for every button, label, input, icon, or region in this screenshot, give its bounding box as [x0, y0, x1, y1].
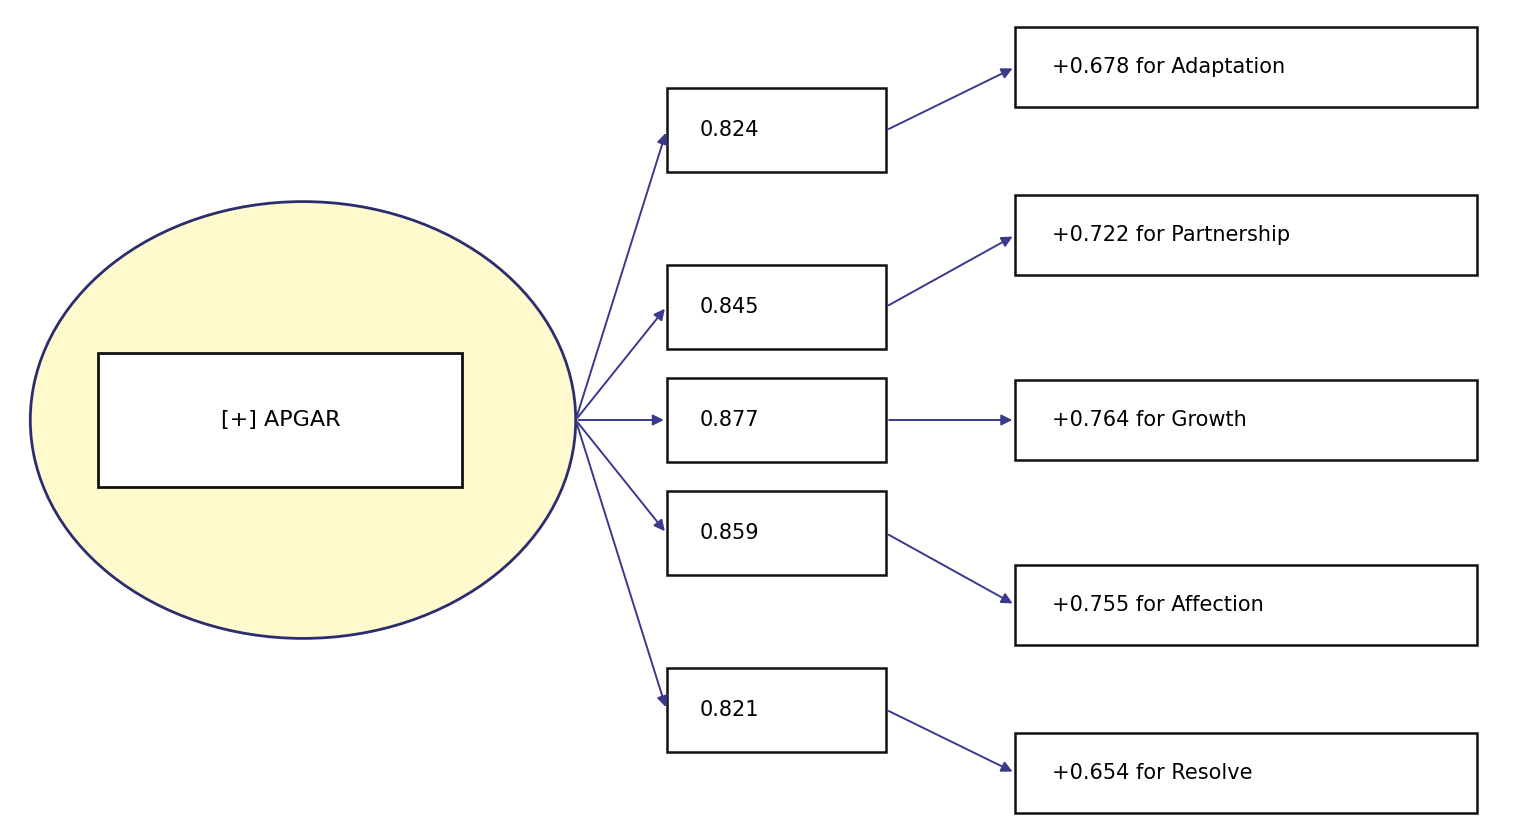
Text: +0.764 for Growth: +0.764 for Growth	[1051, 410, 1247, 430]
Text: 0.845: 0.845	[700, 297, 759, 317]
Bar	[667, 265, 886, 349]
Bar	[1015, 380, 1477, 459]
Text: +0.755 for Affection: +0.755 for Affection	[1051, 595, 1264, 615]
Text: 0.821: 0.821	[700, 700, 759, 720]
Text: 0.859: 0.859	[700, 523, 759, 543]
Bar	[667, 88, 886, 172]
Bar	[667, 491, 886, 575]
Text: 0.824: 0.824	[700, 120, 759, 140]
Bar	[1015, 732, 1477, 813]
Bar	[1015, 27, 1477, 107]
Bar	[1015, 195, 1477, 276]
Bar	[1015, 564, 1477, 645]
Text: +0.654 for Resolve: +0.654 for Resolve	[1051, 763, 1253, 783]
Text: [+] APGAR: [+] APGAR	[221, 410, 339, 430]
Text: +0.722 for Partnership: +0.722 for Partnership	[1051, 225, 1291, 245]
Bar	[667, 378, 886, 462]
Text: 0.877: 0.877	[700, 410, 759, 430]
Bar	[98, 353, 462, 487]
Bar	[667, 668, 886, 752]
Ellipse shape	[30, 202, 576, 638]
Text: +0.678 for Adaptation: +0.678 for Adaptation	[1051, 57, 1285, 77]
